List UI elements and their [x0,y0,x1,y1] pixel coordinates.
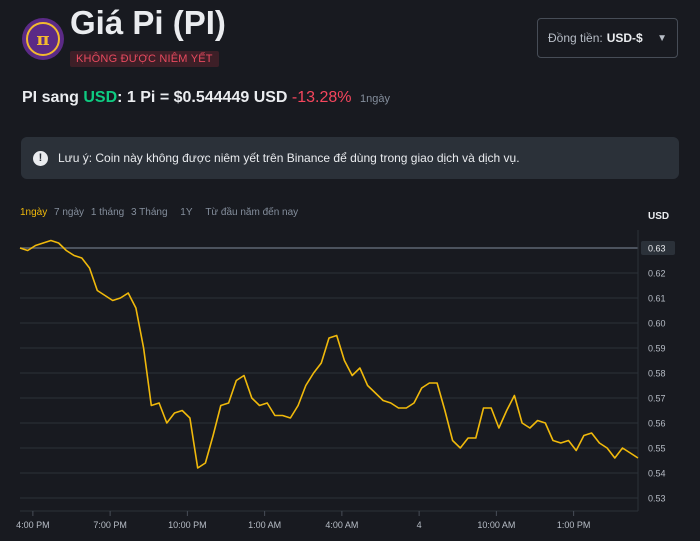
y-tick-label: 0.55 [648,444,666,454]
rate-change: -13.28% [291,89,352,106]
rate-currency: USD [83,89,118,106]
y-tick-label: 0.53 [648,494,666,504]
pi-logo: π [22,18,64,60]
x-tick-label: 1:00 PM [557,520,591,530]
chevron-down-icon: ▼ [657,32,667,44]
x-tick-label: 7:00 PM [93,520,127,530]
currency-select-label: Đồng tiền: [548,31,603,45]
y-tick-label: 0.61 [648,294,666,304]
tab-1day[interactable]: 1ngày [20,207,48,218]
x-tick-label: 10:00 PM [168,520,207,530]
rate-summary: PI sang USD: 1 Pi = $0.544449 USD -13.28… [22,89,390,107]
tab-7days[interactable]: 7 ngày [54,207,85,218]
tab-1month[interactable]: 1 tháng [90,207,125,218]
y-axis-unit: USD [648,211,670,222]
y-tick-label: 0.58 [648,369,666,379]
currency-select[interactable]: Đồng tiền: USD-$ ▼ [537,18,678,58]
tab-ytd[interactable]: Từ đầu năm đến nay [205,207,299,218]
pi-logo-symbol: π [36,28,50,50]
rate-equation: : 1 Pi = $0.544449 USD [117,89,288,106]
y-tick-label: 0.57 [648,394,666,404]
reference-value-box [641,241,675,255]
tab-3months[interactable]: 3 Tháng [131,207,168,218]
notice-text: Lưu ý: Coin này không được niêm yết trên… [58,151,520,165]
price-line [19,239,639,469]
y-tick-label: 0.54 [648,469,666,479]
price-chart[interactable]: 0.53 0.54 0.55 0.56 0.57 0.58 0.59 0.60 0.61 0.62… [0,230,700,541]
y-tick-label: 0.60 [648,319,666,329]
pi-logo-ring: π [26,22,60,56]
x-tick-label: 4:00 AM [325,520,358,530]
currency-select-value: USD-$ [606,31,643,45]
x-tick-label: 4 [417,520,422,530]
reference-value-label: 0.63 [648,244,666,254]
exclamation-icon: ! [33,150,48,166]
y-tick-label: 0.59 [648,344,666,354]
tab-1year[interactable]: 1Y [180,207,193,218]
rate-period: 1ngày [359,93,390,105]
x-tick-label: 4:00 PM [16,520,50,530]
time-range-tabs: 1ngày 7 ngày 1 tháng 3 Tháng 1Y Từ đầu n… [20,207,302,218]
rate-prefix: PI sang [22,89,79,106]
x-tick-label: 10:00 AM [477,520,515,530]
y-tick-label: 0.56 [648,419,666,429]
x-tick-label: 1:00 AM [248,520,281,530]
page-title: Giá Pi (PI) [70,4,226,41]
not-listed-badge: KHÔNG ĐƯỢC NIÊM YẾT [70,51,219,67]
notice-banner: ! Lưu ý: Coin này không được niêm yết tr… [21,137,679,179]
y-tick-label: 0.62 [648,269,666,279]
